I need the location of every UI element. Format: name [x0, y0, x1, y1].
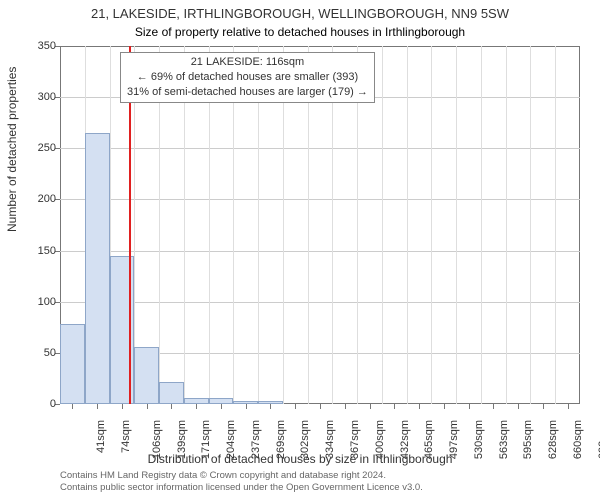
credits: Contains HM Land Registry data © Crown c…	[60, 470, 423, 495]
xtick-mark	[246, 404, 247, 409]
credits-line1: Contains HM Land Registry data © Crown c…	[60, 470, 423, 482]
xtick-mark	[171, 404, 172, 409]
gridline-h	[60, 148, 580, 149]
xtick-mark	[221, 404, 222, 409]
ytick-label: 50	[16, 347, 56, 359]
chart-container: 21, LAKESIDE, IRTHLINGBOROUGH, WELLINGBO…	[0, 0, 600, 500]
xtick-mark	[320, 404, 321, 409]
xtick-mark	[543, 404, 544, 409]
xtick-mark	[568, 404, 569, 409]
gridline-h	[60, 302, 580, 303]
ytick-label: 200	[16, 193, 56, 205]
gridline-v	[555, 46, 556, 404]
xtick-mark	[122, 404, 123, 409]
xtick-mark	[394, 404, 395, 409]
chart-subtitle: Size of property relative to detached ho…	[0, 23, 600, 39]
ytick-label: 0	[16, 398, 56, 410]
gridline-h	[60, 251, 580, 252]
gridline-v	[431, 46, 432, 404]
xaxis-label: Distribution of detached houses by size …	[0, 452, 600, 466]
xtick-label: 74sqm	[120, 420, 132, 453]
histogram-bar	[85, 133, 110, 404]
xtick-mark	[518, 404, 519, 409]
yaxis-label: Number of detached properties	[5, 67, 19, 232]
gridline-v	[530, 46, 531, 404]
ytick-label: 250	[16, 142, 56, 154]
xtick-mark	[469, 404, 470, 409]
xtick-mark	[295, 404, 296, 409]
gridline-v	[456, 46, 457, 404]
histogram-bar	[60, 324, 85, 404]
plot-area: 21 LAKESIDE: 116sqm ← 69% of detached ho…	[60, 46, 580, 404]
annotation-line1: 21 LAKESIDE: 116sqm	[127, 55, 368, 70]
xtick-mark	[419, 404, 420, 409]
gridline-h	[60, 199, 580, 200]
gridline-v	[382, 46, 383, 404]
xtick-mark	[147, 404, 148, 409]
xtick-mark	[97, 404, 98, 409]
xtick-mark	[493, 404, 494, 409]
credits-line2: Contains public sector information licen…	[60, 482, 423, 494]
histogram-bar	[159, 382, 184, 405]
chart-title: 21, LAKESIDE, IRTHLINGBOROUGH, WELLINGBO…	[0, 0, 600, 23]
gridline-v	[407, 46, 408, 404]
xtick-mark	[270, 404, 271, 409]
xtick-mark	[345, 404, 346, 409]
xtick-label: 41sqm	[95, 420, 107, 453]
histogram-bar	[134, 347, 159, 404]
ytick-label: 350	[16, 40, 56, 52]
xtick-mark	[370, 404, 371, 409]
gridline-v	[506, 46, 507, 404]
xtick-mark	[72, 404, 73, 409]
ytick-label: 300	[16, 91, 56, 103]
annotation-line3: 31% of semi-detached houses are larger (…	[127, 85, 368, 100]
xtick-mark	[196, 404, 197, 409]
ytick-label: 150	[16, 245, 56, 257]
annotation-box: 21 LAKESIDE: 116sqm ← 69% of detached ho…	[120, 52, 375, 103]
xtick-mark	[444, 404, 445, 409]
ytick-label: 100	[16, 296, 56, 308]
gridline-v	[481, 46, 482, 404]
annotation-line2: ← 69% of detached houses are smaller (39…	[127, 70, 368, 85]
